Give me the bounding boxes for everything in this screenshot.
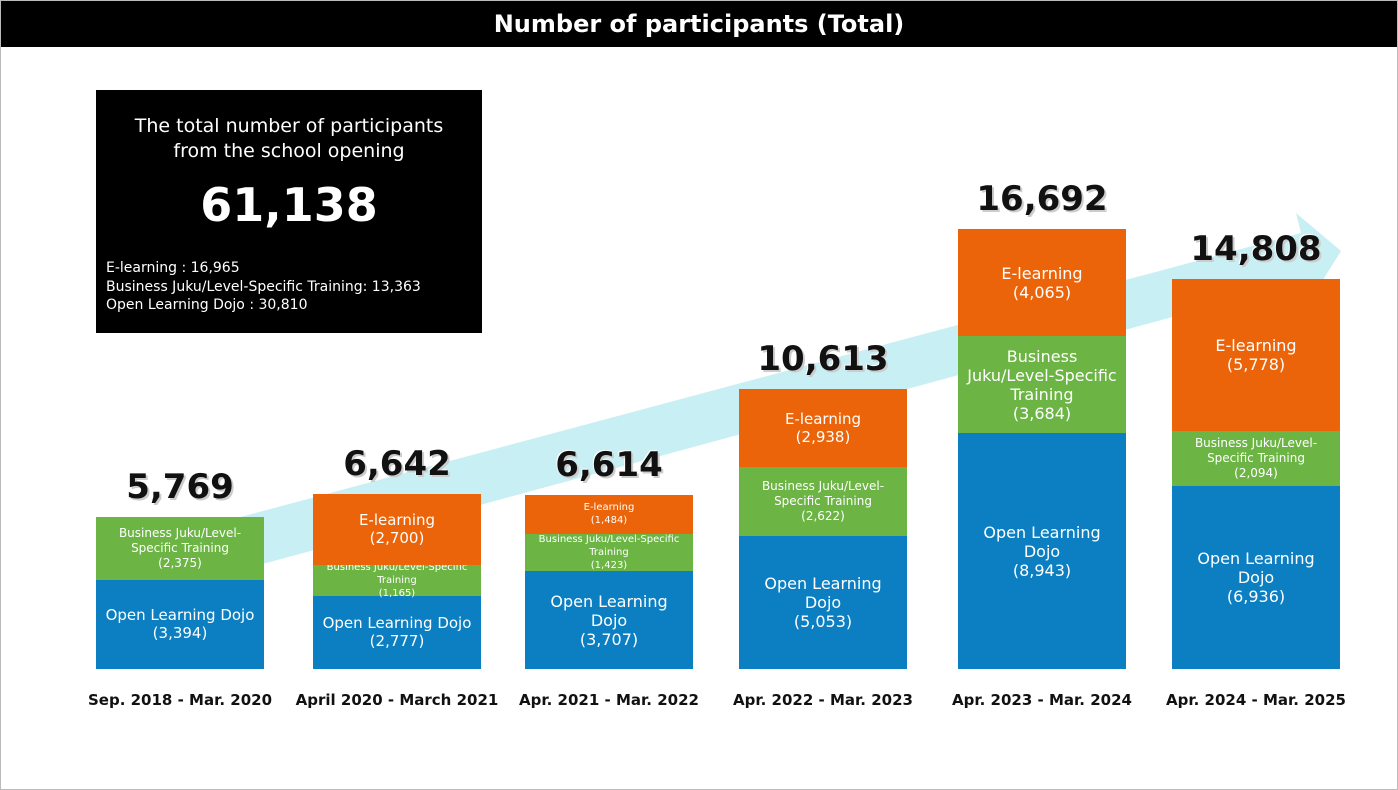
segment-name: Business Juku/Level-Specific Training xyxy=(118,525,242,555)
segment-value: (1,484) xyxy=(590,515,628,527)
segment-value: (2,777) xyxy=(369,632,425,651)
chart-title: Number of participants (Total) xyxy=(1,1,1397,47)
bar-segment: Business Juku/Level-Specific Training (2,… xyxy=(96,516,264,580)
bar-segment: Business Juku/Level-Specific Training (2,… xyxy=(1172,430,1340,487)
bar-segment: E-learning (5,778) xyxy=(1172,278,1340,431)
summary-line: E-learning : 16,965 xyxy=(106,260,240,276)
segment-value: (2,094) xyxy=(1234,466,1278,481)
segment-value: (3,707) xyxy=(579,629,639,649)
bar-segment: Open Learning Dojo (2,777) xyxy=(313,595,481,669)
total-label: 10,613 xyxy=(757,339,889,380)
segment-name: E-learning xyxy=(1215,335,1297,355)
segment-name: Open Learning Dojo xyxy=(1197,549,1315,588)
bar-segment: Business Juku/Level-Specific Training (1,… xyxy=(313,562,481,599)
x-tick-label: Apr. 2024 - Mar. 2025 xyxy=(1166,691,1346,709)
segment-name: Open Learning Dojo xyxy=(983,522,1101,561)
segment-name: Open Learning Dojo xyxy=(105,606,255,625)
segment-name: Open Learning Dojo xyxy=(322,614,472,633)
segment-value: (2,622) xyxy=(801,508,845,523)
segment-value: (5,053) xyxy=(793,611,853,631)
x-tick-label: Apr. 2023 - Mar. 2024 xyxy=(952,691,1132,709)
summary-line: Business Juku/Level-Specific Training: 1… xyxy=(106,279,421,295)
segment-value: (1,165) xyxy=(378,587,416,599)
bar-segment: Open Learning Dojo (8,943) xyxy=(958,433,1126,669)
bar-segment: Open Learning Dojo (3,707) xyxy=(525,571,693,669)
summary-box: The total number of participants from th… xyxy=(96,90,482,333)
segment-name: Open Learning Dojo xyxy=(550,591,668,630)
segment-name: Open Learning Dojo xyxy=(764,573,882,612)
segment-value: (5,778) xyxy=(1226,354,1286,374)
segment-value: (1,423) xyxy=(590,560,628,572)
segment-name: Business Juku/Level-Specific Training xyxy=(1194,436,1318,466)
total-label: 5,769 xyxy=(126,466,234,507)
segment-value: (2,375) xyxy=(158,555,202,570)
bar-segment: Business Juku/Level-Specific Training (2,… xyxy=(739,466,907,536)
bar-segment: Open Learning Dojo (6,936) xyxy=(1172,486,1340,669)
segment-value: (3,394) xyxy=(152,624,208,643)
segment-name: E-learning xyxy=(358,511,436,530)
bar-segment: E-learning (2,938) xyxy=(739,389,907,467)
x-tick-label: Sep. 2018 - Mar. 2020 xyxy=(87,691,273,709)
segment-name: Business Juku/Level-Specific Training xyxy=(967,346,1117,404)
segment-value: (2,938) xyxy=(795,427,851,446)
summary-line: Open Learning Dojo : 30,810 xyxy=(106,297,308,313)
total-label: 6,642 xyxy=(343,443,451,484)
total-label: 6,614 xyxy=(555,444,663,485)
bar-segment: Open Learning Dojo (3,394) xyxy=(96,579,264,669)
x-tick-label: April 2020 - March 2021 xyxy=(295,691,499,709)
bar-segment: E-learning (2,700) xyxy=(313,493,481,566)
total-label: 16,692 xyxy=(976,179,1108,219)
x-tick-label: Apr. 2021 - Mar. 2022 xyxy=(519,691,699,709)
segment-value: (4,065) xyxy=(1012,282,1072,302)
segment-value: (6,936) xyxy=(1226,587,1286,607)
segment-value: (2,700) xyxy=(369,529,425,548)
segment-name: E-learning xyxy=(583,502,635,514)
segment-value: (8,943) xyxy=(1012,560,1072,580)
segment-name: E-learning xyxy=(1001,263,1083,283)
summary-heading: The total number of participants from th… xyxy=(134,115,444,162)
total-label: 14,808 xyxy=(1190,228,1322,269)
segment-name: E-learning xyxy=(784,409,862,428)
segment-name: Business Juku/Level-Specific Training xyxy=(326,561,468,586)
bar-segment: Business Juku/Level-Specific Training (1,… xyxy=(525,533,693,572)
bar-segment: E-learning (4,065) xyxy=(958,229,1126,337)
summary-total: 61,138 xyxy=(200,178,378,232)
x-tick-label: Apr. 2022 - Mar. 2023 xyxy=(733,691,913,709)
segment-name: Business Juku/Level-Specific Training xyxy=(761,478,885,508)
bar-segment: Open Learning Dojo (5,053) xyxy=(739,535,907,669)
segment-name: Business Juku/Level-Specific Training xyxy=(538,534,680,559)
bar-segment: Business Juku/Level-Specific Training (3,… xyxy=(958,336,1126,434)
bar-segment: E-learning (1,484) xyxy=(525,494,693,534)
segment-value: (3,684) xyxy=(1012,403,1072,423)
